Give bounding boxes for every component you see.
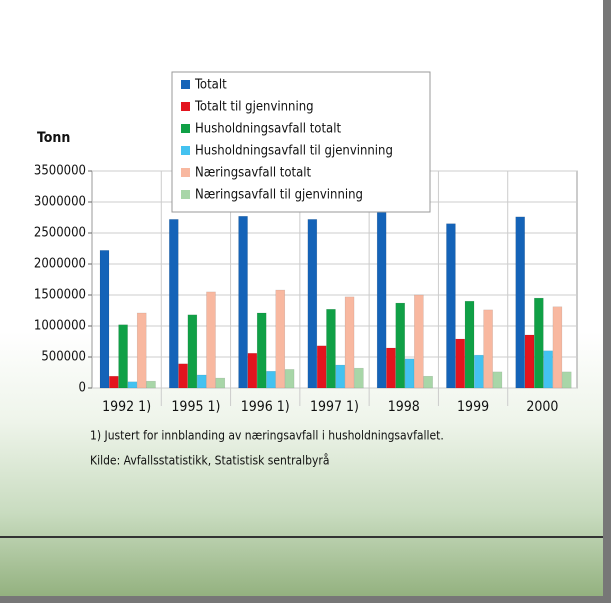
bar [238, 216, 248, 389]
bar [307, 219, 318, 389]
bar [275, 289, 286, 389]
bar [256, 312, 267, 389]
y-tick-label: 2000000 [34, 257, 86, 272]
legend-swatch [181, 146, 190, 155]
bar [354, 367, 364, 389]
bar [492, 371, 503, 389]
legend-label: Næringsavfall totalt [195, 166, 312, 181]
x-tick-label: 1998 [388, 399, 420, 415]
bar [215, 377, 226, 389]
x-tick-label: 1997 1) [310, 399, 359, 415]
bar [423, 375, 433, 389]
bar [326, 309, 336, 389]
x-tick-label: 2000 [526, 399, 558, 415]
bar [534, 297, 544, 389]
bar [446, 223, 456, 389]
legend-label: Næringsavfall til gjenvinning [195, 188, 363, 203]
legend-label: Husholdningsavfall totalt [195, 122, 341, 137]
bar [136, 312, 147, 389]
note: 1) Justert for innblanding av næringsavf… [90, 429, 444, 443]
bar [561, 371, 572, 389]
note: Kilde: Avfallsstatistikk, Statistisk sen… [90, 454, 329, 468]
x-tick-label: 1992 1) [102, 399, 151, 415]
bar [196, 374, 207, 389]
x-tick-label: 1995 1) [171, 399, 220, 415]
bar [344, 296, 355, 389]
bar [127, 381, 138, 389]
y-tick-label: 0 [79, 381, 86, 396]
bar [266, 371, 276, 389]
legend-swatch [181, 124, 190, 133]
bar [524, 334, 535, 389]
x-tick-label: 1996 1) [241, 399, 290, 415]
legend-swatch [181, 168, 190, 177]
bar [552, 306, 563, 389]
legend-label: Husholdningsavfall til gjenvinning [195, 144, 393, 159]
bar [414, 294, 424, 389]
bar [187, 314, 198, 389]
bar [316, 345, 327, 389]
bar [483, 309, 493, 389]
bar [474, 354, 484, 389]
bar [376, 207, 387, 389]
bar [395, 302, 405, 389]
frame-right [603, 0, 611, 603]
y-tick-label: 1000000 [34, 319, 86, 334]
y-tick-label: 500000 [41, 350, 86, 365]
legend-swatch [181, 190, 190, 199]
bar [118, 324, 128, 389]
legend-label: Totalt [194, 78, 227, 93]
bar [99, 250, 110, 389]
bar [543, 350, 553, 389]
y-tick-label: 3000000 [34, 195, 86, 210]
bar [247, 353, 258, 389]
bar [284, 369, 295, 389]
bar [386, 347, 396, 389]
legend-label: Totalt til gjenvinning [194, 100, 314, 115]
bar [178, 363, 188, 389]
bar [206, 291, 216, 389]
y-axis-label: Tonn [37, 130, 70, 146]
bar [146, 380, 156, 389]
bar [404, 358, 415, 389]
y-tick-label: 1500000 [34, 288, 86, 303]
y-tick-label: 2500000 [34, 226, 86, 241]
y-tick-label: 3500000 [34, 164, 86, 179]
bar [109, 375, 119, 389]
bar [335, 364, 346, 389]
bar [464, 300, 475, 389]
legend-swatch [181, 80, 190, 89]
bar [455, 338, 465, 389]
frame-bottom [0, 596, 611, 603]
legend-box [171, 71, 431, 213]
bar [169, 219, 179, 389]
bar [515, 216, 525, 389]
legend-swatch [181, 102, 190, 111]
x-tick-label: 1999 [457, 399, 489, 415]
